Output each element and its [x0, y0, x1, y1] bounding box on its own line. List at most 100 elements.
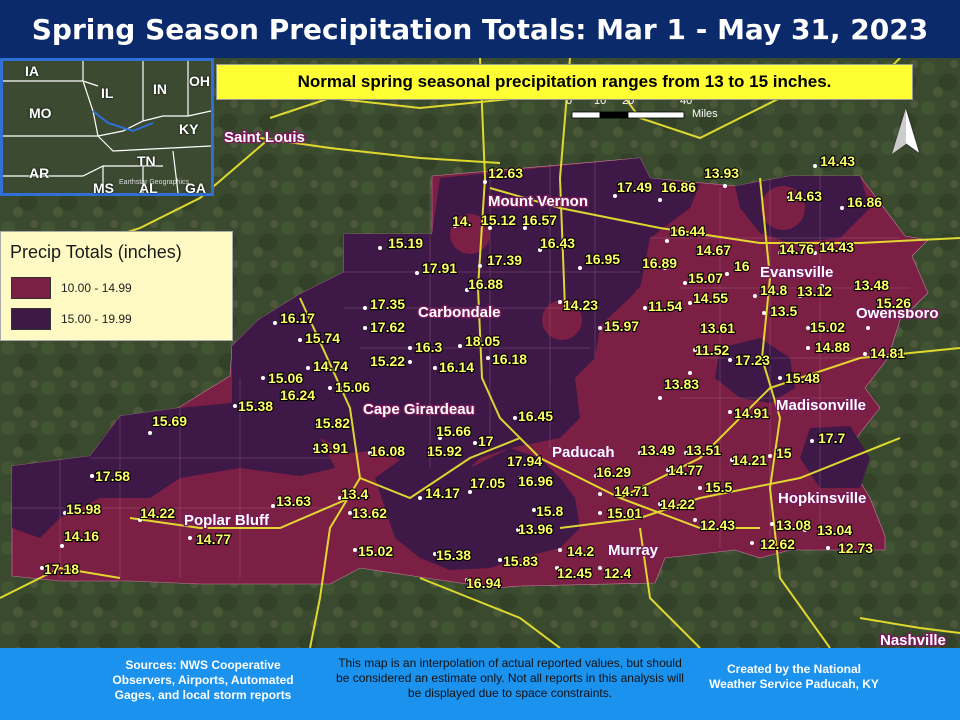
precip-value: 16.95	[585, 251, 620, 267]
city-label: Madisonville	[776, 397, 866, 414]
sources-text: Sources: NWS Cooperative Observers, Airp…	[112, 658, 294, 702]
precip-value: 14.71	[614, 483, 649, 499]
precip-value: 13.48	[854, 277, 889, 293]
scale-tick: 0	[566, 95, 572, 107]
county-lines	[12, 158, 910, 578]
precip-value: 16.44	[670, 223, 705, 239]
precip-value: 15.69	[152, 413, 187, 429]
precip-value: 12.43	[700, 517, 735, 533]
precip-value: 17.49	[617, 179, 652, 195]
precip-value: 13.96	[518, 521, 553, 537]
legend: Precip Totals (inches) 10.00 - 14.99 15.…	[0, 231, 233, 341]
precip-value: 15.66	[436, 423, 471, 439]
precip-value: 15.5	[705, 479, 732, 495]
precip-value: 14.23	[563, 297, 598, 313]
precip-value: 16.89	[642, 255, 677, 271]
precip-value: 13.12	[797, 283, 832, 299]
precip-value: 14.76	[779, 241, 814, 257]
precip-value: 16.08	[370, 443, 405, 459]
inset-state-label: IN	[153, 81, 167, 97]
precip-value: 14.43	[820, 153, 855, 169]
precip-value: 14.91	[734, 405, 769, 421]
precip-zone-15-20-west	[12, 403, 335, 538]
precip-value: 17.62	[370, 319, 405, 335]
precip-value: 12.62	[760, 536, 795, 552]
title-bar: Spring Season Precipitation Totals: Mar …	[0, 0, 960, 58]
precip-value: 14.2	[567, 543, 594, 559]
inset-state-label: TN	[137, 153, 156, 169]
precip-value: 13.91	[313, 440, 348, 456]
precip-value: 15.06	[268, 370, 303, 386]
city-label: Poplar Bluff	[184, 512, 270, 529]
map-area[interactable]: 0 10 20 40 Miles Saint Louis	[0, 58, 960, 648]
page-title: Spring Season Precipitation Totals: Mar …	[31, 12, 929, 46]
precip-value: 14.77	[196, 531, 231, 547]
precip-value: 16.29	[596, 464, 631, 480]
precip-value: 16.45	[518, 408, 553, 424]
precip-value: 14.17	[425, 485, 460, 501]
precip-value: 17.94	[507, 453, 542, 469]
precip-value: 14.67	[696, 242, 731, 258]
inset-state-label: IA	[25, 63, 39, 79]
precip-value: 13.04	[817, 522, 852, 538]
precip-value: 14.88	[815, 339, 850, 355]
legend-label: 10.00 - 14.99	[61, 281, 132, 295]
precip-value: 12.73	[838, 540, 873, 556]
precip-value: 14.21	[732, 452, 767, 468]
precip-region	[11, 157, 929, 589]
precip-value: 17.7	[818, 430, 845, 446]
precip-zone-15-20-north	[232, 158, 700, 470]
precip-value: 16.88	[468, 276, 503, 292]
precip-value: 14.22	[660, 496, 695, 512]
precip-value: 16.43	[540, 235, 575, 251]
precip-value: 14.63	[787, 188, 822, 204]
city-label: Evansville	[760, 264, 833, 281]
scale-unit: Miles	[692, 108, 718, 120]
precip-value: 13.83	[664, 376, 699, 392]
precip-value: 13.63	[276, 493, 311, 509]
precip-value: 13.51	[686, 442, 721, 458]
inset-map-canvas	[3, 61, 211, 193]
highway-network	[0, 58, 960, 648]
precip-value: 17.91	[422, 260, 457, 276]
inset-credit: Earthstar Geographics	[119, 179, 190, 186]
precip-value: 15.01	[607, 505, 642, 521]
note-text: Normal spring seasonal precipitation ran…	[297, 72, 832, 91]
precip-value: 15.02	[810, 319, 845, 335]
station-markers	[40, 164, 870, 582]
precip-values: 12.63 17.49 16.86 13.93 14.43 14.63 16.8…	[43, 152, 912, 592]
city-labels: Saint Louis Mount Vernon Carbondale Evan…	[183, 128, 947, 648]
inset-state-label: MO	[29, 105, 52, 121]
precip-value: 15.38	[238, 398, 273, 414]
precip-value: 12.4	[604, 565, 631, 581]
precip-zone-15-20-southeast	[800, 426, 870, 488]
precip-value: 15.06	[335, 379, 370, 395]
city-label: Nashville	[880, 632, 946, 648]
precip-pocket	[761, 186, 805, 230]
city-label: Owensboro	[856, 305, 939, 322]
city-label: Carbondale	[418, 304, 501, 321]
precip-value: 13.5	[770, 303, 797, 319]
precip-value: 14.74	[313, 358, 348, 374]
precip-value: 16.86	[661, 179, 696, 195]
precip-value: 17.58	[95, 468, 130, 484]
inset-state-label: AR	[29, 165, 50, 181]
legend-title: Precip Totals (inches)	[10, 242, 182, 262]
precip-value: 12.45	[557, 565, 592, 581]
precip-value: 12.63	[488, 165, 523, 181]
precip-pocket	[632, 284, 668, 320]
precip-value: 16.17	[280, 310, 315, 326]
precip-value: 16.24	[280, 387, 315, 403]
city-label: Saint Louis	[224, 129, 305, 146]
precip-value: 15.74	[305, 330, 340, 346]
precip-value: 15.82	[315, 415, 350, 431]
precip-value: 14.16	[64, 528, 99, 544]
precip-value: 17	[478, 433, 494, 449]
precip-value: 14.55	[693, 290, 728, 306]
precip-value: 16.96	[518, 473, 553, 489]
map-canvas: 0 10 20 40 Miles Saint Louis	[0, 58, 960, 648]
legend-label: 15.00 - 19.99	[61, 312, 132, 326]
city-label: Paducah	[552, 444, 615, 461]
precip-value: 16.18	[492, 351, 527, 367]
inset-locator-map: IA IL IN OH MO KY AR TN MS AL GA Earthst…	[0, 58, 214, 196]
